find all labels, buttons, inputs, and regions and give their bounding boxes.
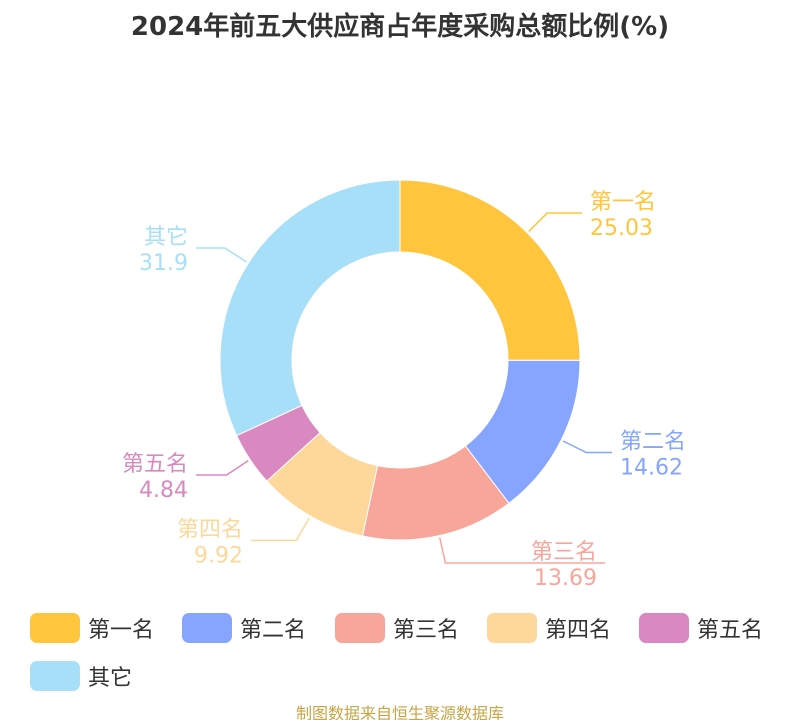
legend-swatch <box>335 613 385 643</box>
legend-swatch <box>30 661 80 691</box>
legend-label: 第三名 <box>393 618 460 643</box>
slice-label-6: 其它 <box>144 225 188 250</box>
slice-value-3: 13.69 <box>534 566 597 591</box>
legend-swatch <box>487 613 537 643</box>
leader-line-5 <box>196 459 249 476</box>
leader-line-4 <box>251 517 310 542</box>
legend-item-4[interactable]: 第四名 <box>487 612 611 644</box>
legend-swatch <box>639 613 689 643</box>
slice-label-2: 第二名 <box>620 430 686 455</box>
slice-label-5: 第五名 <box>122 452 188 477</box>
leader-line-2 <box>562 440 612 454</box>
slice-label-4: 第四名 <box>177 517 243 542</box>
slice-6 <box>219 179 401 437</box>
slice-1 <box>399 179 581 361</box>
legend-item-2[interactable]: 第二名 <box>182 612 306 644</box>
legend-label: 第四名 <box>545 618 612 643</box>
legend-label: 第一名 <box>88 618 155 643</box>
legend-item-1[interactable]: 第一名 <box>30 612 154 644</box>
leader-line-6 <box>196 247 248 263</box>
legend-item-5[interactable]: 第五名 <box>639 612 763 644</box>
legend-item-6[interactable]: 其它 <box>30 660 132 692</box>
chart-title: 2024年前五大供应商占年度采购总额比例(%) <box>130 12 670 42</box>
legend-label: 其它 <box>88 666 133 691</box>
slice-value-2: 14.62 <box>620 456 683 481</box>
slice-value-4: 9.92 <box>194 543 243 568</box>
slice-value-6: 31.9 <box>139 251 188 276</box>
legend-label: 第五名 <box>697 618 764 643</box>
legend-item-3[interactable]: 第三名 <box>335 612 459 644</box>
leader-line-1 <box>528 212 582 232</box>
leader-line-3 <box>439 537 605 564</box>
slice-value-1: 25.03 <box>590 216 653 241</box>
slice-label-1: 第一名 <box>590 190 656 215</box>
legend-label: 第二名 <box>240 618 307 643</box>
legend-swatch <box>182 613 232 643</box>
slice-label-3: 第三名 <box>531 540 597 565</box>
source-note: 制图数据来自恒生聚源数据库 <box>295 704 504 720</box>
slice-value-5: 4.84 <box>139 478 188 503</box>
legend-swatch <box>30 613 80 643</box>
